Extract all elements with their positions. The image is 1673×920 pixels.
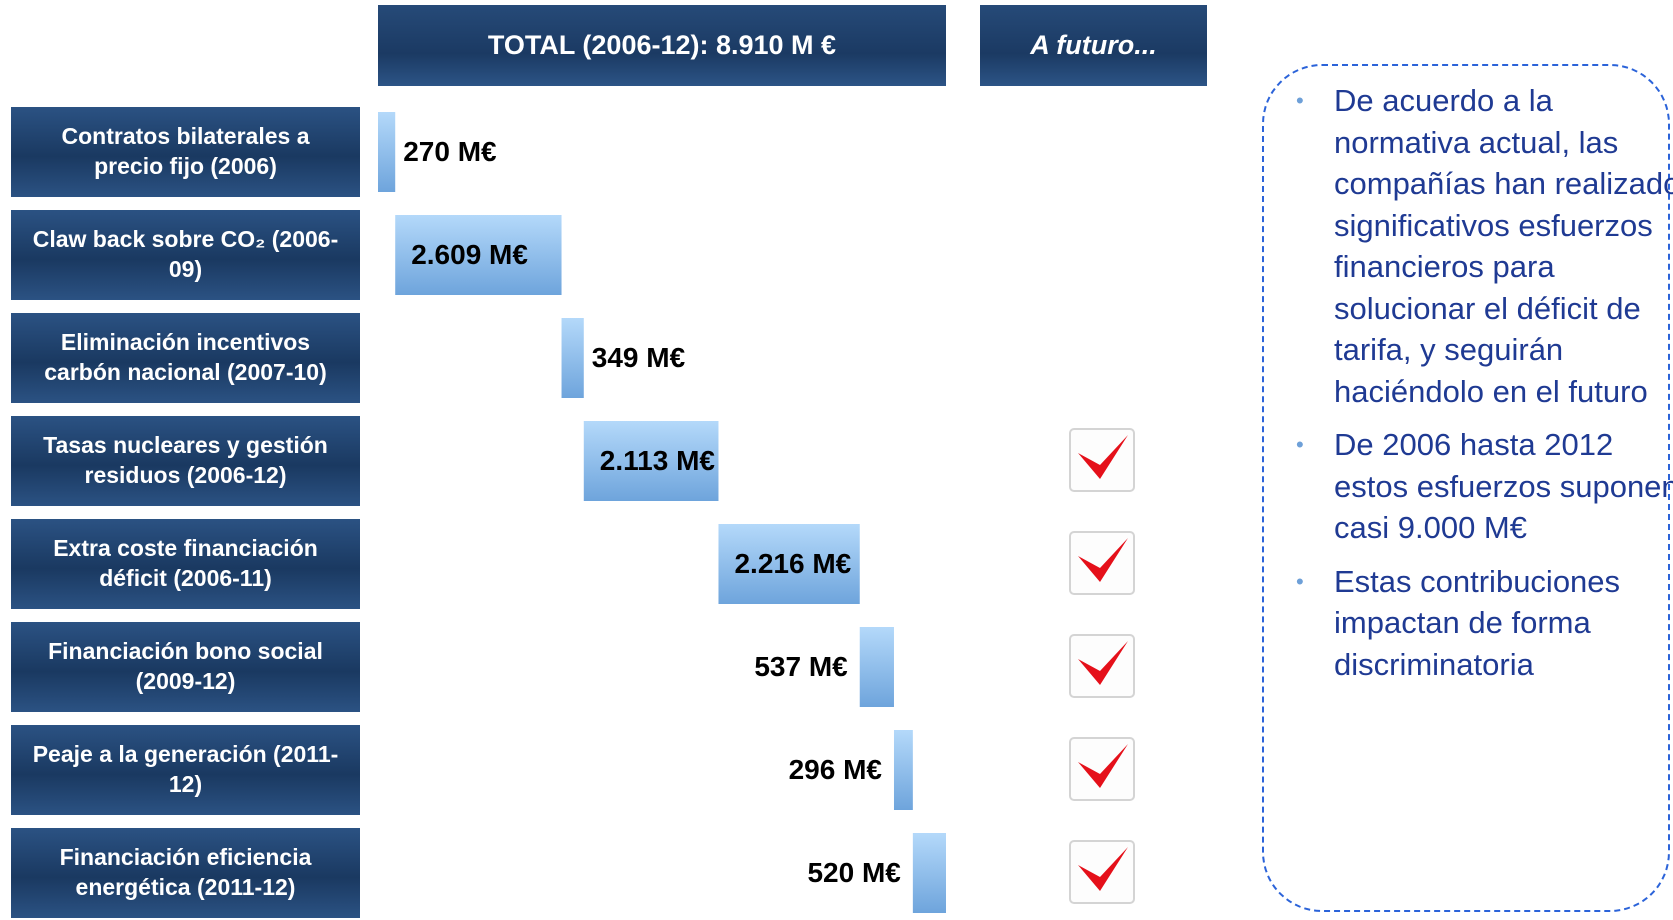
check-mark [1078, 847, 1128, 891]
future-header: A futuro... [980, 5, 1207, 86]
value-label: 2.609 M€ [411, 239, 528, 270]
bar [912, 833, 946, 913]
check-icon [1069, 634, 1135, 698]
total-header: TOTAL (2006-12): 8.910 M € [378, 5, 946, 86]
value-label: 270 M€ [403, 136, 497, 167]
note-item: Estas contribuciones impactan de forma d… [1296, 561, 1673, 686]
category-label: Tasas nucleares y gestión residuos (2006… [11, 416, 360, 506]
category-label: Financiación bono social (2009-12) [11, 622, 360, 712]
value-label: 296 M€ [788, 754, 882, 785]
value-label: 537 M€ [754, 651, 848, 682]
check-icon [1069, 737, 1135, 801]
category-label: Claw back sobre CO₂ (2006-09) [11, 210, 360, 300]
bar [859, 627, 894, 707]
note-item: De 2006 hasta 2012 estos esfuerzos supon… [1296, 424, 1673, 549]
category-label: Peaje a la generación (2011-12) [11, 725, 360, 815]
check-box [1069, 840, 1135, 904]
check-box [1069, 531, 1135, 595]
notes-box: De acuerdo a la normativa actual, las co… [1262, 64, 1673, 912]
category-label: Eliminación incentivos carbón nacional (… [11, 313, 360, 403]
check-mark [1078, 641, 1128, 685]
bar [378, 112, 396, 192]
category-label: Financiación eficiencia energética (2011… [11, 828, 360, 918]
check-mark [1078, 538, 1128, 582]
check-icon [1069, 531, 1135, 595]
value-label: 2.216 M€ [734, 548, 852, 579]
bar [718, 524, 860, 604]
category-label: Extra coste financiación déficit (2006-1… [11, 519, 360, 609]
bar [583, 421, 719, 501]
category-label: Contratos bilaterales a precio fijo (200… [11, 107, 360, 197]
bar [561, 318, 584, 398]
check-box [1069, 737, 1135, 801]
check-box [1069, 634, 1135, 698]
value-label: 520 M€ [807, 857, 901, 888]
check-icon [1069, 428, 1135, 492]
value-label: 2.113 M€ [599, 445, 715, 476]
check-icon [1069, 840, 1135, 904]
check-mark [1078, 435, 1128, 479]
notes-list: De acuerdo a la normativa actual, las co… [1264, 80, 1673, 685]
bar [893, 730, 913, 810]
value-label: 349 M€ [591, 342, 686, 373]
check-mark [1078, 744, 1128, 788]
check-box [1069, 428, 1135, 492]
note-item: De acuerdo a la normativa actual, las co… [1296, 80, 1673, 412]
bar [395, 215, 562, 295]
